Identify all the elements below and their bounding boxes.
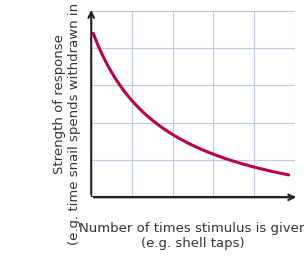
Text: Strength of response
(e.g. time snail spends withdrawn in shell): Strength of response (e.g. time snail sp… — [53, 0, 81, 246]
Text: Number of times stimulus is given
(e.g. shell taps): Number of times stimulus is given (e.g. … — [79, 221, 304, 250]
